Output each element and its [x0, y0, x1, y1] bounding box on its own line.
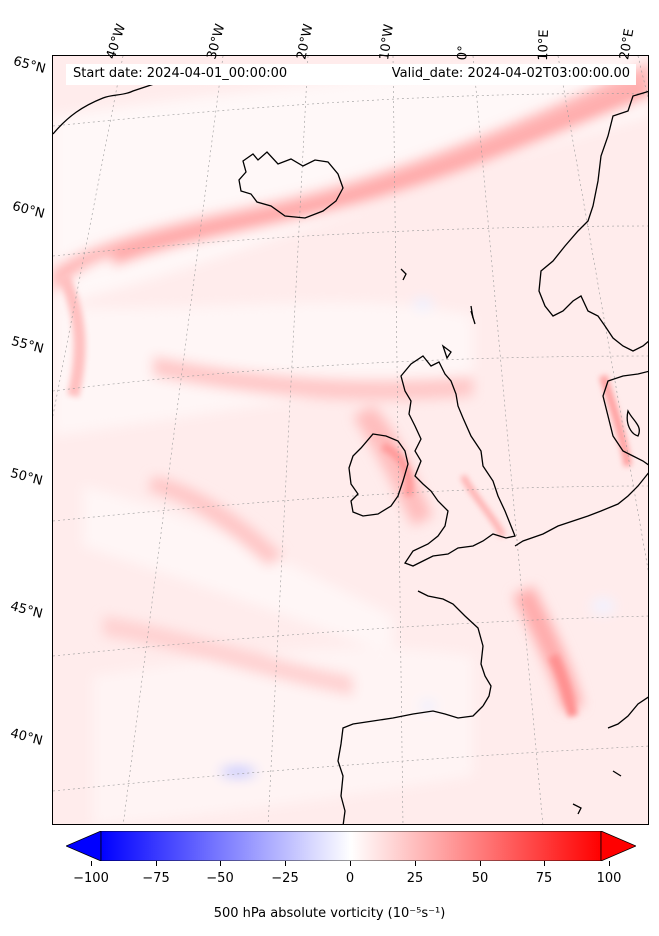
- lat-label-45n: 45°N: [8, 599, 45, 622]
- cbar-tick-label: 100: [596, 871, 622, 886]
- start-date-label: Start date: 2024-04-01_00:00:00: [73, 66, 288, 81]
- cbar-tick: [91, 861, 92, 866]
- cbar-tick-label: −50: [206, 871, 234, 886]
- ireland-coast: [348, 433, 409, 517]
- denmark-coast: [602, 370, 648, 466]
- cbar-tick-label: −100: [73, 871, 109, 886]
- coastlines: [53, 80, 648, 824]
- great-britain-coast: [400, 355, 516, 567]
- cbar-tick: [156, 861, 157, 866]
- lat-label-55n: 55°N: [9, 334, 46, 357]
- faroe-coast: [400, 268, 407, 281]
- cbar-tick: [220, 861, 221, 866]
- colorbar-max-extension: [600, 831, 636, 861]
- colorbar-min-extension: [66, 831, 102, 861]
- header-box: [66, 64, 636, 85]
- colorbar: [66, 831, 636, 861]
- cbar-tick: [350, 861, 351, 866]
- colorbar-gradient: [100, 831, 602, 861]
- benelux-coast: [514, 472, 648, 547]
- cbar-tick: [609, 861, 610, 866]
- cbar-tick: [415, 861, 416, 866]
- lon-label-0: 0°: [455, 44, 472, 61]
- lat-label-65n: 65°N: [11, 54, 48, 77]
- cbar-tick-label: 25: [406, 871, 424, 886]
- cbar-tick-label: 75: [535, 871, 553, 886]
- cbar-tick: [285, 861, 286, 866]
- greenland-coast: [53, 80, 164, 135]
- colorbar-title: 500 hPa absolute vorticity (10⁻⁵s⁻¹): [213, 906, 446, 921]
- vorticity-map: [53, 56, 648, 824]
- cbar-tick: [480, 861, 481, 866]
- france-coast: [417, 590, 492, 707]
- vorticity-field: [53, 56, 648, 824]
- lon-label-10e: 10°E: [536, 29, 553, 61]
- iberia-coast: [337, 705, 484, 824]
- cbar-tick-label: 50: [471, 871, 489, 886]
- iceland-coast: [238, 151, 344, 219]
- lat-label-50n: 50°N: [8, 466, 45, 489]
- cbar-tick: [544, 861, 545, 866]
- cbar-tick-label: −75: [142, 871, 170, 886]
- norway-coast: [538, 90, 648, 352]
- lat-label-40n: 40°N: [8, 726, 45, 749]
- lat-label-60n: 60°N: [10, 199, 47, 222]
- map-panel: [52, 55, 649, 825]
- cbar-tick-label: −25: [271, 871, 299, 886]
- valid-date-label: Valid_date: 2024-04-02T03:00:00.00: [391, 66, 630, 81]
- cbar-tick-label: 0: [345, 871, 355, 886]
